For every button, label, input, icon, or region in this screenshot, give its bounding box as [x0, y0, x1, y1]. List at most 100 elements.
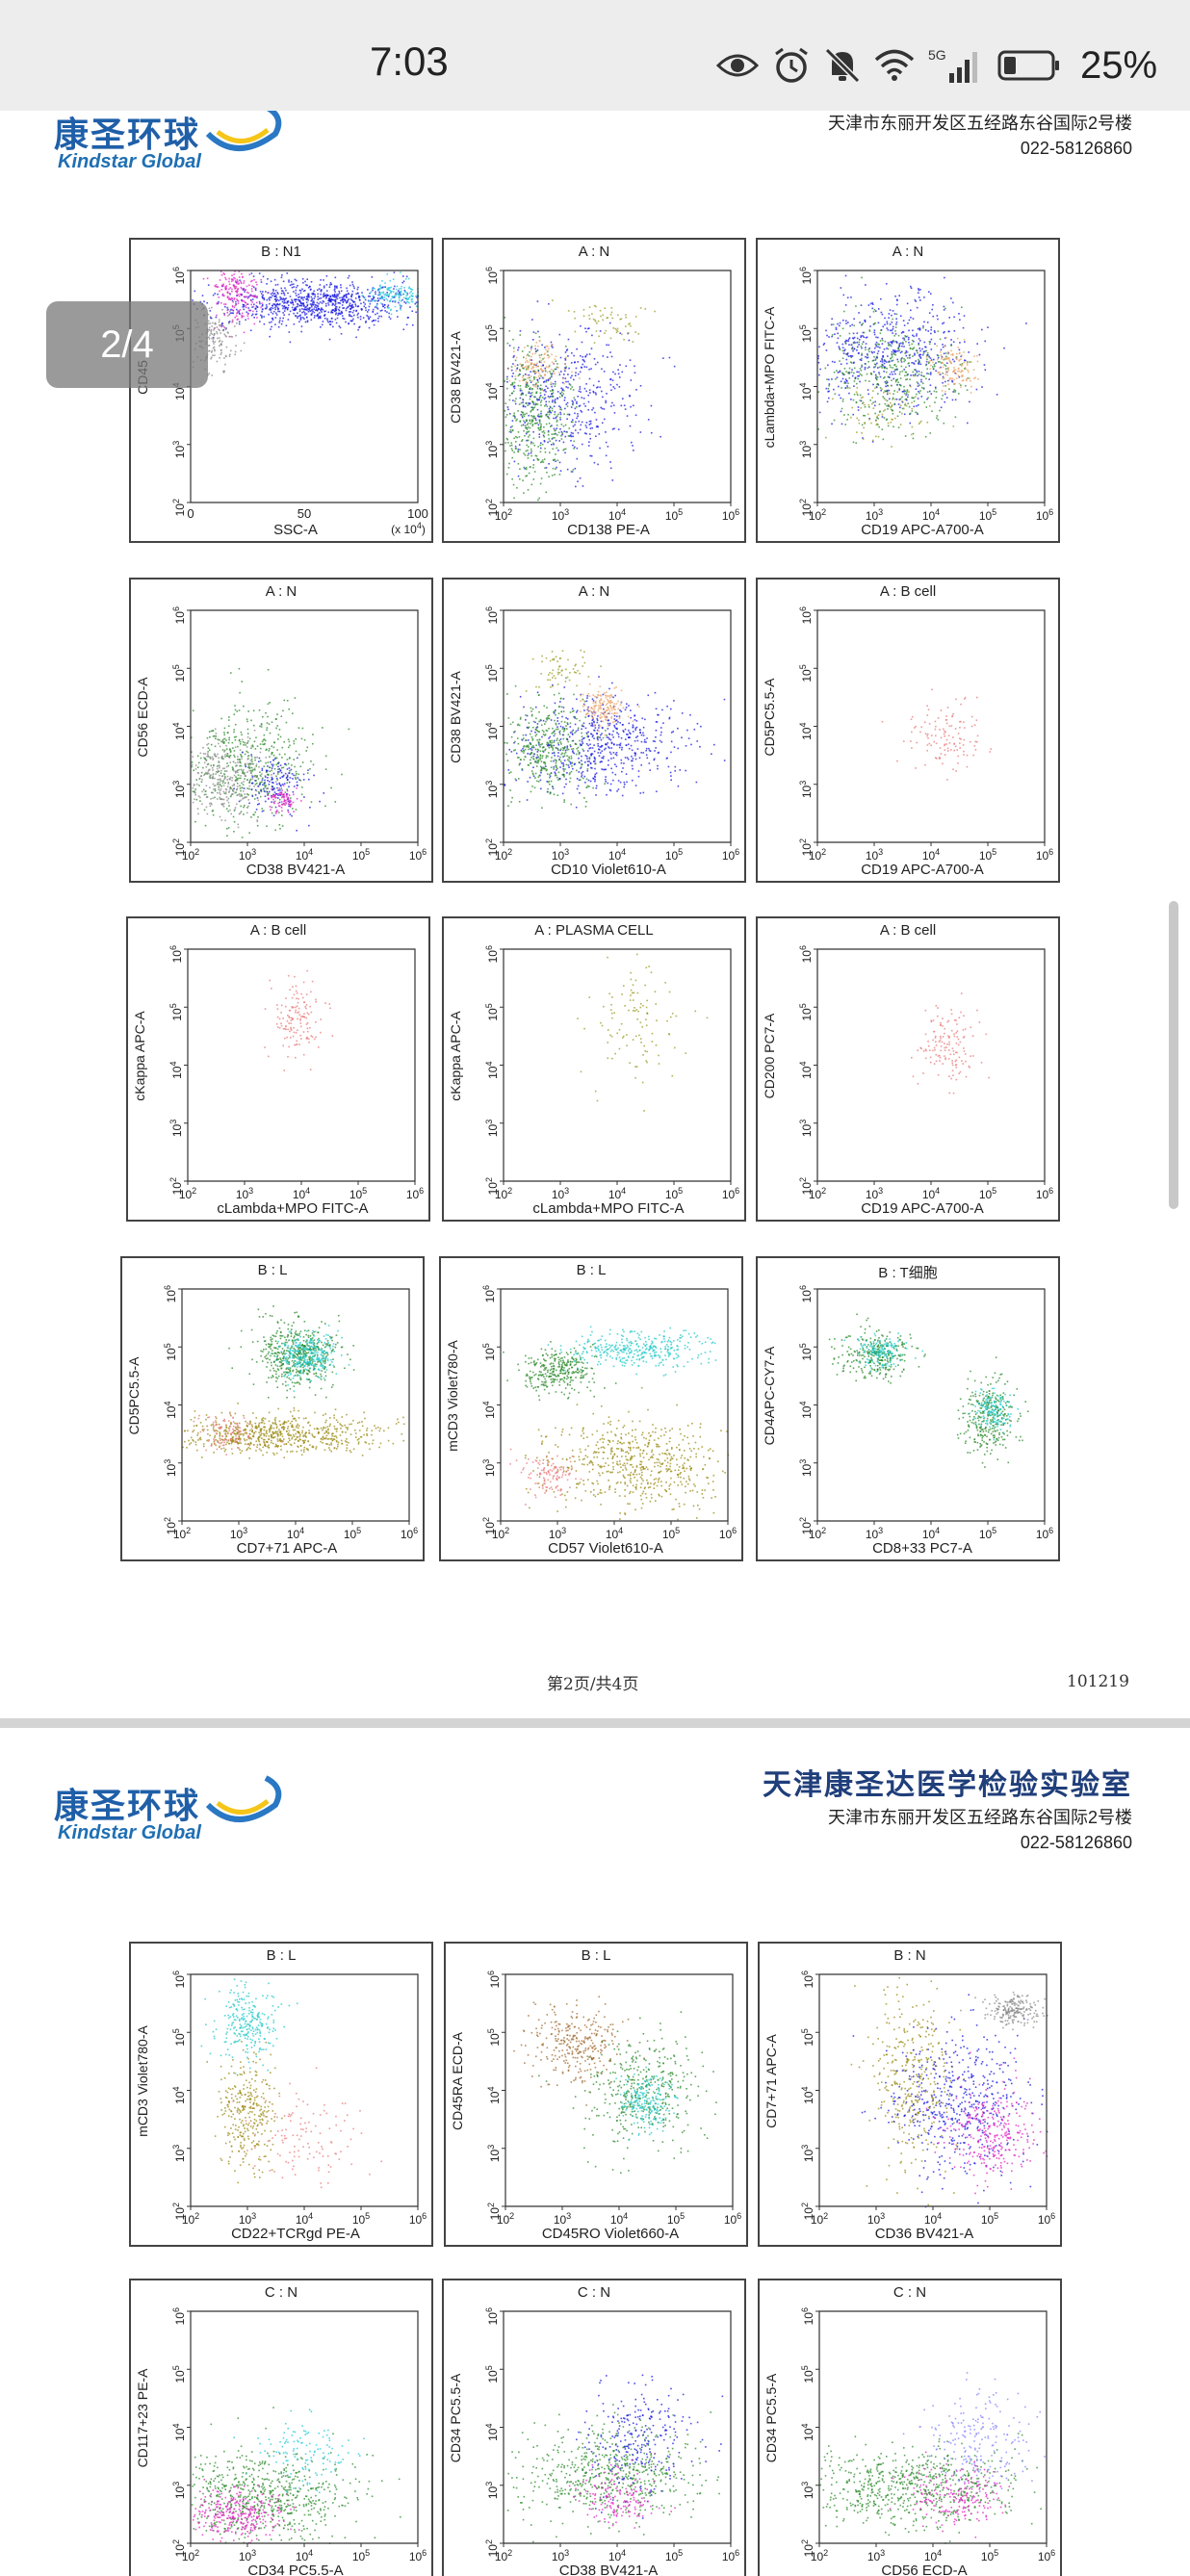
x-tick-label: 106	[722, 2548, 739, 2563]
y-tick-label: 103	[484, 781, 500, 798]
y-tick-label: 104	[798, 1062, 814, 1079]
y-tick-label: 105	[171, 2365, 187, 2383]
plot-title: B : N	[893, 1947, 926, 1964]
y-tick-label: 106	[171, 1971, 187, 1988]
x-tick-label: 104	[924, 2548, 942, 2563]
x-tick-label: 105	[981, 2211, 998, 2227]
y-tick-label: 105	[171, 664, 187, 682]
y-tick-label: 105	[798, 664, 814, 682]
y-axis-label: CD38 BV421-A	[448, 671, 463, 763]
x-tick-label: 105	[344, 1526, 361, 1541]
y-tick-label: 103	[171, 441, 187, 458]
x-tick-label: 104	[922, 1526, 940, 1541]
x-tick-label: 102	[495, 2548, 512, 2563]
y-tick-label: 103	[798, 441, 814, 458]
flow-plot: 102 103 104 105 106 102 103 104 105 106 A : B cell…	[126, 916, 430, 1222]
flow-plot: 102 103 104 105 106 102 103 104 105 106 B : L CD7+7…	[120, 1256, 425, 1561]
x-tick-label: 104	[608, 847, 626, 863]
y-tick-label: 105	[163, 1343, 178, 1360]
y-tick-label: 105	[800, 2365, 815, 2383]
flow-plot: 102 103 104 105 106 102 103 104 105 106 A : PLASMA…	[442, 916, 746, 1222]
report-page-2: 康圣环球 Kindstar Global 天津市东丽开发区五经路东谷国际2号楼 …	[0, 111, 1190, 1718]
x-tick-label: 102	[497, 2211, 514, 2227]
y-axis-label: CD34 PC5.5-A	[763, 2373, 779, 2463]
x-tick-label: 106	[1038, 2211, 1055, 2227]
y-tick-label: 106	[798, 1285, 814, 1302]
plot-title: B : L	[581, 1947, 611, 1964]
y-tick-label: 106	[484, 2307, 500, 2325]
x-tick-label: 103	[866, 507, 883, 523]
plot-title: C : N	[892, 2284, 927, 2301]
y-axis-label: CD5PC5.5-A	[126, 1356, 142, 1435]
x-tick-label: 102	[179, 1186, 196, 1201]
y-axis-label: CD5PC5.5-A	[762, 678, 777, 757]
y-tick-label: 105	[798, 1343, 814, 1360]
lab-address: 天津市东丽开发区五经路东谷国际2号楼 022-58126860	[827, 114, 1132, 158]
y-tick-label: 103	[798, 781, 814, 798]
flow-plot: 102 103 104 105 106 102 103 104 105 106 C : N CD38 …	[442, 2279, 746, 2576]
scrollbar-thumb[interactable]	[1169, 901, 1178, 1209]
x-axis-label: CD38 BV421-A	[558, 2563, 659, 2576]
y-tick-label: 104	[798, 383, 814, 400]
x-axis-label: CD56 ECD-A	[881, 2563, 968, 2576]
status-icons: 5G 25%	[716, 42, 1157, 89]
x-tick-label: 106	[1036, 1526, 1053, 1541]
x-tick-label: 104	[606, 1526, 623, 1541]
x-tick-label: 103	[236, 1186, 253, 1201]
flow-plot: 102 103 104 105 106 102 103 104 105 106 C : N CD34 …	[129, 2279, 433, 2576]
y-tick-label: 104	[798, 723, 814, 740]
x-axis-label: CD34 PC5.5-A	[247, 2563, 344, 2576]
x-axis-label: CD45RO Violet660-A	[541, 2226, 680, 2242]
x-tick-label: 50	[298, 506, 311, 521]
x-tick-label: 105	[352, 847, 370, 863]
x-tick-label: 104	[296, 2211, 313, 2227]
y-tick-label: 106	[484, 606, 500, 624]
x-tick-label: 103	[867, 2548, 885, 2563]
y-tick-label: 106	[168, 945, 184, 963]
x-tick-label: 104	[296, 847, 313, 863]
x-tick-label: 106	[1036, 507, 1053, 523]
x-tick-label: 102	[809, 1186, 826, 1201]
x-tick-label: 105	[667, 2211, 685, 2227]
y-tick-label: 106	[171, 606, 187, 624]
x-tick-label: 104	[924, 2211, 942, 2227]
x-tick-label: 103	[239, 2211, 256, 2227]
eye-icon	[716, 54, 759, 77]
y-axis-label: CD45RA ECD-A	[450, 2032, 465, 2130]
x-tick-label: 105	[979, 1186, 996, 1201]
y-tick-label: 105	[171, 2028, 187, 2046]
y-axis-label: cKappa APC-A	[448, 1011, 463, 1101]
status-bar: 7:03 5G	[0, 0, 1190, 111]
x-tick-label: 106	[722, 507, 739, 523]
x-tick-label: 103	[552, 2548, 569, 2563]
y-tick-label: 104	[163, 1402, 178, 1419]
x-tick-label: 106	[1038, 2548, 1055, 2563]
y-tick-label: 104	[800, 2424, 815, 2441]
y-axis-label: cLambda+MPO FITC-A	[762, 306, 777, 449]
y-tick-label: 102	[171, 499, 187, 516]
y-axis-label: CD4APC-CY7-A	[762, 1346, 777, 1446]
flow-plot: 102 103 104 105 106 102 103 104 105 106 A : N CD10 …	[442, 578, 746, 883]
x-tick-label: 105	[352, 2548, 370, 2563]
y-tick-label: 106	[163, 1285, 178, 1302]
x-tick-label: 106	[409, 2548, 427, 2563]
y-tick-label: 104	[484, 1062, 500, 1079]
x-tick-label: 102	[182, 2211, 199, 2227]
y-tick-label: 103	[481, 1459, 497, 1477]
y-tick-label: 103	[800, 2482, 815, 2499]
x-axis-label: CD38 BV421-A	[246, 862, 346, 878]
flow-plot: 102 103 104 105 106 102 103 104 105 106 B : N CD36 …	[758, 1942, 1062, 2247]
flow-plot: 102103104105106050100(x 104)B : N1SSC-AC…	[129, 238, 433, 543]
y-tick-label: 103	[484, 1120, 500, 1137]
y-axis-label: mCD3 Violet780-A	[135, 2025, 150, 2137]
x-tick-label: 106	[406, 1186, 424, 1201]
y-tick-label: 106	[486, 1971, 502, 1988]
